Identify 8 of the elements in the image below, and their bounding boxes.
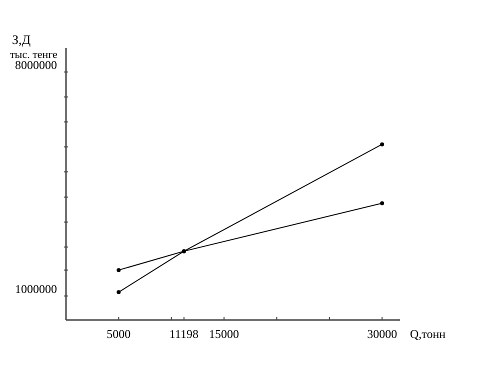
x-tick-label: 30000 (367, 327, 398, 341)
y-tick-label: 1000000 (15, 282, 57, 296)
x-tick-label: 11198 (169, 327, 199, 341)
x-tick-label: 5000 (106, 327, 131, 341)
y-tick-label: 8000000 (15, 58, 57, 72)
x-axis-title: Q,тонн (410, 327, 446, 341)
y-axis-title: З,Д тыс. тенге (10, 32, 58, 61)
x-tick-label: 15000 (209, 327, 240, 341)
